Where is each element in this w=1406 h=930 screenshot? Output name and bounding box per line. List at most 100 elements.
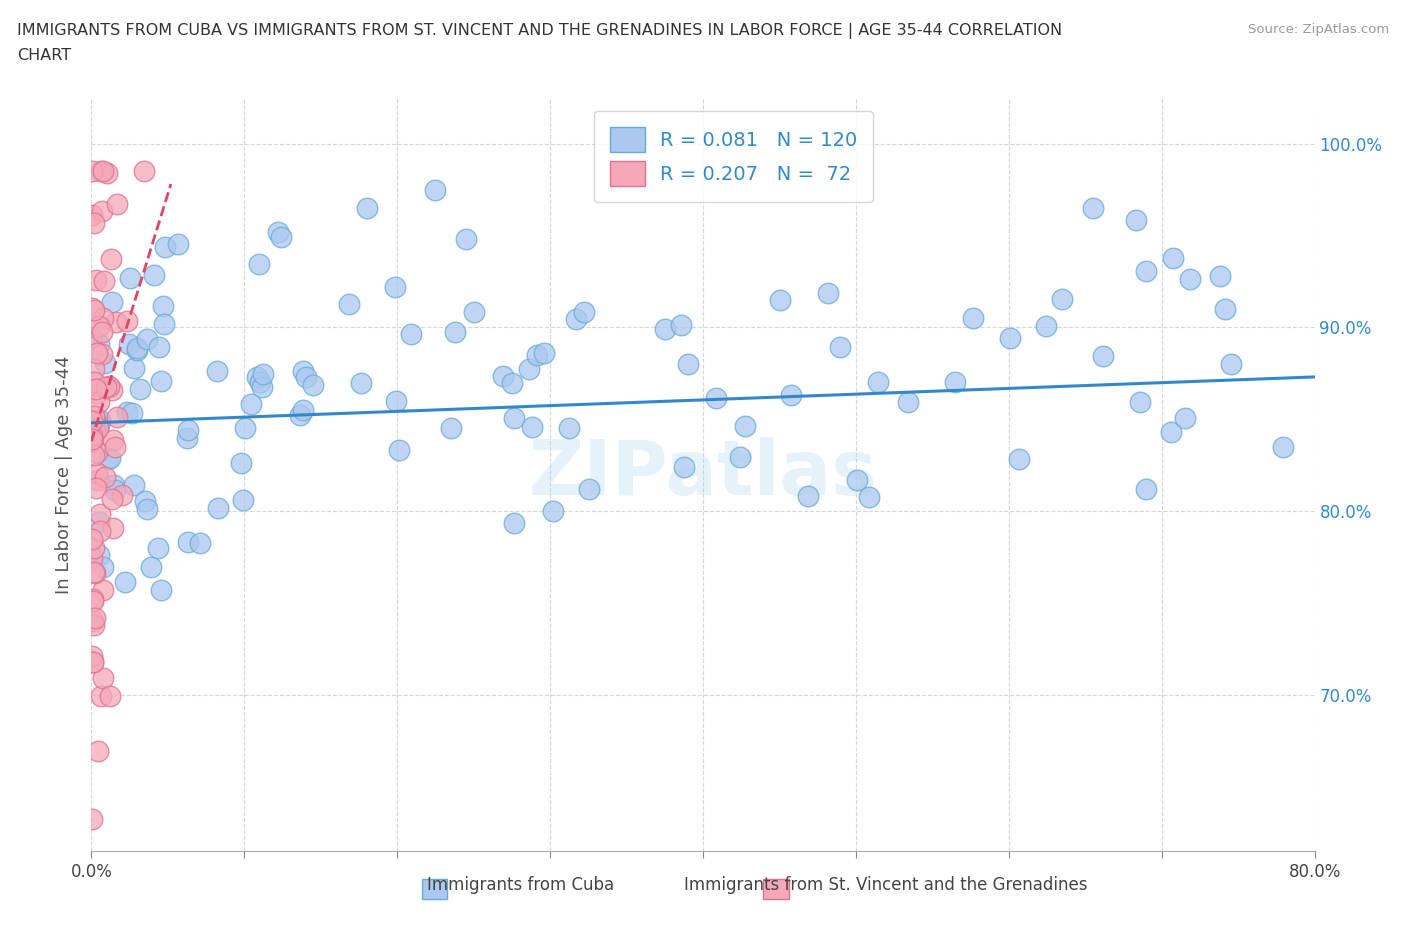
Point: [1174, 410, 1197, 425]
Point: [91, 347, 114, 362]
Point: [124, 478, 146, 493]
Point: [87, 743, 110, 758]
Point: [1209, 268, 1232, 283]
Point: [350, 376, 373, 391]
Point: [84, 382, 107, 397]
Point: [797, 489, 820, 504]
Point: [734, 418, 756, 433]
Point: [1083, 201, 1105, 216]
Point: [830, 339, 852, 354]
Point: [87, 318, 110, 333]
Point: [1035, 319, 1057, 334]
Point: [80, 429, 103, 444]
Point: [86, 386, 108, 401]
Point: [292, 403, 315, 418]
Point: [149, 582, 172, 597]
Point: [153, 240, 176, 255]
Point: [541, 503, 564, 518]
Point: [292, 364, 315, 379]
Point: [654, 322, 676, 337]
Point: [100, 252, 122, 267]
Point: [136, 332, 159, 347]
Point: [676, 356, 699, 371]
Point: [114, 575, 136, 590]
Point: [526, 348, 548, 363]
Point: [89, 394, 111, 409]
Point: [104, 483, 127, 498]
Point: [91, 326, 114, 340]
Point: [121, 405, 143, 420]
Point: [1178, 272, 1201, 286]
Point: [845, 472, 868, 487]
Point: [177, 422, 200, 437]
Text: Immigrants from Cuba: Immigrants from Cuba: [426, 876, 614, 895]
Point: [83, 565, 105, 580]
Point: [671, 317, 693, 332]
Point: [1129, 394, 1152, 409]
Point: [101, 383, 124, 398]
Point: [672, 459, 695, 474]
Point: [247, 257, 270, 272]
Point: [82, 207, 104, 222]
Point: [135, 502, 157, 517]
Point: [87, 337, 110, 352]
Point: [176, 430, 198, 445]
Point: [80, 434, 103, 449]
Point: [83, 447, 105, 462]
Point: [166, 237, 188, 252]
Point: [86, 445, 108, 459]
Point: [572, 304, 595, 319]
Point: [240, 396, 263, 411]
Legend: R = 0.081   N = 120, R = 0.207   N =  72: R = 0.081 N = 120, R = 0.207 N = 72: [595, 112, 873, 202]
Point: [817, 286, 839, 300]
Point: [87, 413, 110, 428]
Point: [82, 301, 104, 316]
Point: [97, 451, 120, 466]
Point: [83, 216, 105, 231]
Point: [533, 345, 555, 360]
Point: [89, 418, 111, 432]
Point: [80, 551, 103, 565]
Point: [105, 196, 128, 211]
Point: [148, 339, 170, 354]
Point: [440, 420, 463, 435]
Point: [90, 164, 112, 179]
Point: [134, 494, 156, 509]
Point: [83, 374, 105, 389]
Point: [96, 166, 118, 180]
Point: [101, 520, 124, 535]
Point: [90, 688, 112, 703]
Point: [89, 413, 111, 428]
Point: [492, 369, 515, 384]
Point: [152, 316, 174, 331]
Point: [94, 379, 117, 394]
Point: [91, 582, 114, 597]
Point: [205, 364, 228, 379]
Point: [384, 279, 406, 294]
Point: [1220, 356, 1243, 371]
Point: [104, 440, 127, 455]
Point: [82, 591, 104, 606]
Point: [91, 671, 114, 685]
Point: [82, 811, 104, 826]
Point: [80, 649, 103, 664]
Point: [127, 341, 149, 356]
Point: [463, 304, 485, 319]
Point: [962, 311, 984, 325]
Point: [250, 379, 273, 394]
Point: [517, 362, 540, 377]
Point: [83, 409, 105, 424]
Point: [385, 394, 408, 409]
Point: [115, 313, 138, 328]
Point: [233, 420, 256, 435]
Point: [83, 618, 105, 632]
Point: [252, 367, 274, 382]
Point: [456, 232, 478, 246]
Point: [945, 375, 967, 390]
Point: [769, 293, 792, 308]
Point: [87, 472, 110, 487]
Point: [91, 311, 114, 325]
Point: [82, 329, 104, 344]
Point: [83, 303, 105, 318]
Point: [288, 408, 311, 423]
